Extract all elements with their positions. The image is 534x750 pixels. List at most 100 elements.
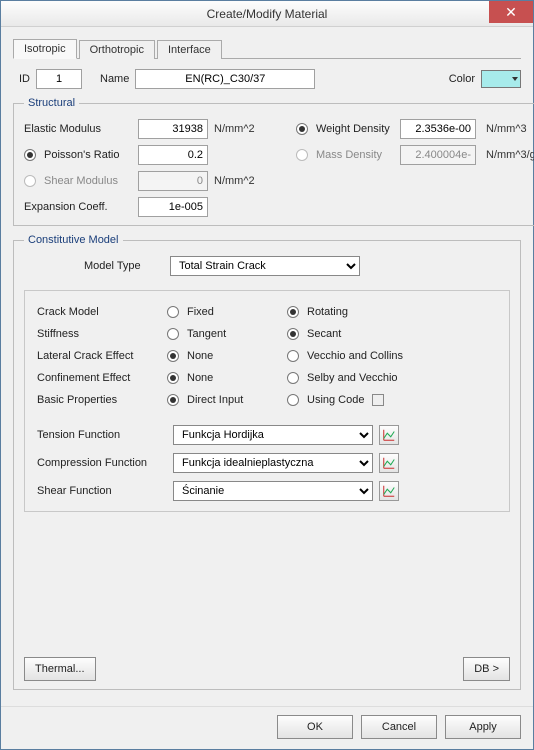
thermal-button[interactable]: Thermal... [24,657,96,681]
basic-label: Basic Properties [37,394,167,406]
radio-icon [167,328,179,340]
dialog-button-bar: OK Cancel Apply [1,706,533,749]
basic-code-radio[interactable]: Using Code [287,394,447,406]
crack-model-label: Crack Model [37,306,167,318]
structural-legend: Structural [24,97,79,109]
compression-label: Compression Function [37,457,167,469]
shear-radio[interactable]: Shear Modulus [24,175,134,187]
expansion-label: Expansion Coeff. [24,201,134,213]
tension-label: Tension Function [37,429,167,441]
lateral-none-radio[interactable]: None [167,350,287,362]
dialog-window: Create/Modify Material ✕ Isotropic Ortho… [0,0,534,750]
compression-select[interactable]: Funkcja idealnieplastyczna [173,453,373,473]
apply-button[interactable]: Apply [445,715,521,739]
tab-strip: Isotropic Orthotropic Interface [13,37,521,59]
lateral-label: Lateral Crack Effect [37,350,167,362]
header-row: ID Name Color [13,69,521,89]
tab-orthotropic[interactable]: Orthotropic [79,40,155,59]
confine-label: Confinement Effect [37,372,167,384]
name-label: Name [100,73,129,85]
lateral-none-label: None [187,350,213,362]
crack-rotating-radio[interactable]: Rotating [287,306,447,318]
radio-icon [296,149,308,161]
shear-field [138,171,208,191]
client-area: Isotropic Orthotropic Interface ID Name … [1,27,533,706]
shear-label: Shear Modulus [44,175,118,187]
constitutive-group: Constitutive Model Model Type Total Stra… [13,234,521,690]
confine-selby-radio[interactable]: Selby and Vecchio [287,372,447,384]
poisson-radio[interactable]: Poisson's Ratio [24,149,134,161]
tab-isotropic[interactable]: Isotropic [13,39,77,59]
basic-direct-label: Direct Input [187,394,243,406]
ok-button[interactable]: OK [277,715,353,739]
mass-density-field [400,145,476,165]
constitutive-inner: Crack Model Fixed Rotating Stiffness [24,290,510,512]
close-icon: ✕ [505,5,517,19]
shear-unit: N/mm^2 [214,175,272,187]
confine-selby-label: Selby and Vecchio [307,372,398,384]
weight-density-label: Weight Density [316,123,390,135]
color-picker[interactable] [481,70,521,88]
constitutive-legend: Constitutive Model [24,234,123,246]
name-field[interactable] [135,69,315,89]
tension-graph-button[interactable] [379,425,399,445]
db-button[interactable]: DB > [463,657,510,681]
radio-icon [287,328,299,340]
stiffness-secant-label: Secant [307,328,341,340]
tab-interface[interactable]: Interface [157,40,222,59]
radio-icon [287,350,299,362]
poisson-field[interactable] [138,145,208,165]
stiffness-tangent-radio[interactable]: Tangent [167,328,287,340]
radio-icon [287,394,299,406]
chevron-down-icon [512,77,518,81]
crack-fixed-label: Fixed [187,306,214,318]
expansion-field[interactable] [138,197,208,217]
mass-density-radio[interactable]: Mass Density [296,149,396,161]
confine-none-radio[interactable]: None [167,372,287,384]
basic-direct-radio[interactable]: Direct Input [167,394,287,406]
graph-icon [382,484,396,498]
weight-density-field[interactable] [400,119,476,139]
color-label: Color [449,73,475,85]
elastic-modulus-label: Elastic Modulus [24,123,134,135]
compression-graph-button[interactable] [379,453,399,473]
stiffness-label: Stiffness [37,328,167,340]
weight-density-unit: N/mm^3 [486,123,534,135]
tension-select[interactable]: Funkcja Hordijka [173,425,373,445]
mass-density-label: Mass Density [316,149,382,161]
stiffness-tangent-label: Tangent [187,328,226,340]
id-field[interactable] [36,69,82,89]
title-bar: Create/Modify Material ✕ [1,1,533,27]
radio-icon [167,306,179,318]
basic-code-label: Using Code [307,394,364,406]
shearfn-graph-button[interactable] [379,481,399,501]
model-type-select[interactable]: Total Strain Crack [170,256,360,276]
structural-group: Structural Elastic Modulus N/mm^2 Weight… [13,97,534,226]
shearfn-select[interactable]: Ścinanie [173,481,373,501]
id-label: ID [19,73,30,85]
code-checkbox[interactable] [372,394,384,406]
radio-icon [167,394,179,406]
shearfn-label: Shear Function [37,485,167,497]
fieldset-bottom-buttons: Thermal... DB > [24,657,510,681]
poisson-label: Poisson's Ratio [44,149,119,161]
close-button[interactable]: ✕ [489,1,533,23]
radio-icon [24,149,36,161]
graph-icon [382,456,396,470]
radio-icon [167,372,179,384]
stiffness-secant-radio[interactable]: Secant [287,328,447,340]
crack-rotating-label: Rotating [307,306,348,318]
lateral-vecchio-radio[interactable]: Vecchio and Collins [287,350,447,362]
lateral-vecchio-label: Vecchio and Collins [307,350,403,362]
crack-fixed-radio[interactable]: Fixed [167,306,287,318]
radio-icon [287,372,299,384]
radio-icon [287,306,299,318]
radio-icon [296,123,308,135]
cancel-button[interactable]: Cancel [361,715,437,739]
elastic-modulus-field[interactable] [138,119,208,139]
graph-icon [382,428,396,442]
model-type-label: Model Type [84,260,164,272]
radio-icon [24,175,36,187]
confine-none-label: None [187,372,213,384]
weight-density-radio[interactable]: Weight Density [296,123,396,135]
